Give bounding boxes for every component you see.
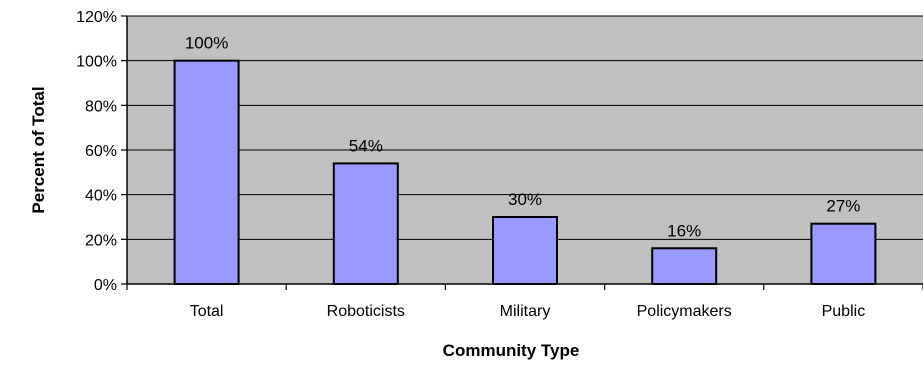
y-tick-label: 60%: [85, 143, 117, 160]
x-tick-label-roboticists: Roboticists: [327, 303, 405, 320]
y-tick-label: 120%: [76, 9, 117, 26]
y-tick-label: 40%: [85, 188, 117, 205]
bar-roboticists: [332, 162, 399, 285]
x-axis-title: Community Type: [443, 341, 580, 360]
y-axis-title: Percent of Total: [29, 86, 48, 213]
gridlines: [127, 15, 923, 240]
data-label-total: 100%: [185, 34, 228, 53]
axes: 0% 20% 40% 60% 80% 100% 120% Total Roboticists Mi…: [76, 9, 923, 320]
bar-policymakers: [651, 247, 718, 285]
bar-total: [173, 59, 240, 285]
x-tick-label-public: Public: [822, 303, 866, 320]
y-tick-label: 100%: [76, 54, 117, 71]
x-tick-label-total: Total: [190, 303, 224, 320]
data-labels: 100% 54% 30% 16% 27%: [185, 34, 861, 241]
y-tick-label: 80%: [85, 98, 117, 115]
bars: [173, 59, 877, 285]
data-label-roboticists: 54%: [349, 136, 383, 155]
bar-public: [810, 222, 877, 285]
data-label-military: 30%: [508, 190, 542, 209]
data-label-public: 27%: [826, 197, 860, 216]
y-tick-label: 0%: [94, 277, 117, 294]
data-label-policymakers: 16%: [667, 221, 701, 240]
x-tick-label-policymakers: Policymakers: [637, 303, 732, 320]
y-tick-label: 20%: [85, 232, 117, 249]
bar-military: [492, 216, 558, 285]
x-tick-label-military: Military: [500, 303, 551, 320]
